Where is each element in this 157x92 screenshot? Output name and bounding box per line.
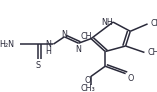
- Text: N: N: [76, 45, 81, 54]
- Text: H₂N: H₂N: [0, 40, 14, 49]
- Text: S: S: [35, 61, 40, 70]
- Text: N: N: [45, 40, 51, 49]
- Text: CH₃: CH₃: [151, 19, 157, 28]
- Text: O: O: [85, 76, 91, 85]
- Text: N: N: [61, 30, 67, 39]
- Text: NH: NH: [101, 18, 113, 27]
- Text: H: H: [45, 47, 51, 56]
- Text: CH₃: CH₃: [148, 48, 157, 57]
- Text: O: O: [127, 74, 133, 83]
- Text: CH: CH: [81, 32, 92, 41]
- Text: CH₃: CH₃: [81, 84, 95, 92]
